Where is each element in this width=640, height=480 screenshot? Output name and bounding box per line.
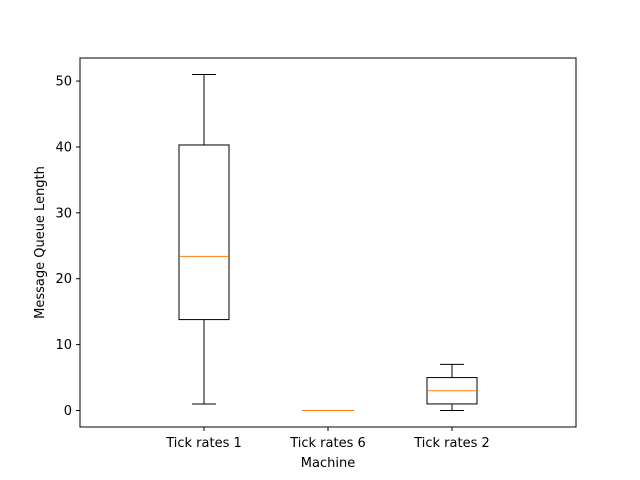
plot-marks: [178, 73, 478, 412]
y-axis: 0 10 20 30 40 50: [55, 75, 80, 419]
x-axis: Tick rates 1 Tick rates 6 Tick rates 2: [165, 427, 490, 451]
y-tick-label: 40: [55, 140, 72, 155]
x-tick-label: Tick rates 2: [413, 436, 490, 451]
plot-area-frame: [79, 57, 577, 428]
box-iqr: [178, 144, 230, 321]
y-tick-label: 20: [55, 272, 72, 287]
x-axis-label: Machine: [301, 456, 355, 471]
y-axis-label: Message Queue Length: [33, 166, 48, 319]
box-3: [426, 363, 478, 412]
x-tick-label: Tick rates 1: [165, 436, 242, 451]
y-tick-label: 50: [55, 75, 72, 90]
box-1: [178, 73, 230, 405]
y-tick-label: 30: [55, 206, 72, 221]
x-tick-label: Tick rates 6: [289, 436, 366, 451]
y-tick-label: 0: [64, 404, 72, 419]
y-tick-label: 10: [55, 338, 72, 353]
